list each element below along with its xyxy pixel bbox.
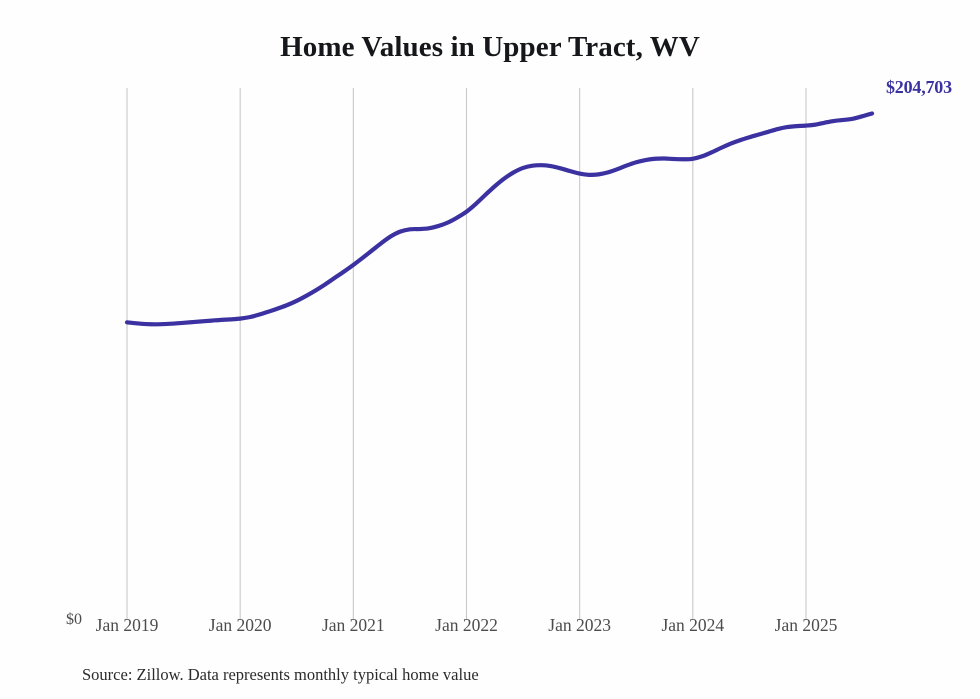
x-tick-jan-2020: Jan 2020 xyxy=(208,615,272,635)
x-tick-jan-2024: Jan 2024 xyxy=(661,615,725,635)
end-value-annotation: $204,703 xyxy=(886,77,952,97)
source-note: Source: Zillow. Data represents monthly … xyxy=(82,665,479,684)
chart-title: Home Values in Upper Tract, WV xyxy=(280,31,700,63)
line-chart-svg xyxy=(124,88,875,620)
x-tick-jan-2023: Jan 2023 xyxy=(548,615,612,635)
plot-area xyxy=(124,88,875,620)
x-tick-jan-2022: Jan 2022 xyxy=(435,615,498,635)
home-value-line-series xyxy=(124,111,875,327)
x-tick-jan-2021: Jan 2021 xyxy=(321,615,385,635)
y-axis-zero-label: $0 xyxy=(66,611,82,628)
x-tick-jan-2025: Jan 2025 xyxy=(774,615,838,635)
vertical-gridlines xyxy=(126,88,807,620)
x-tick-jan-2019: Jan 2019 xyxy=(95,615,159,635)
